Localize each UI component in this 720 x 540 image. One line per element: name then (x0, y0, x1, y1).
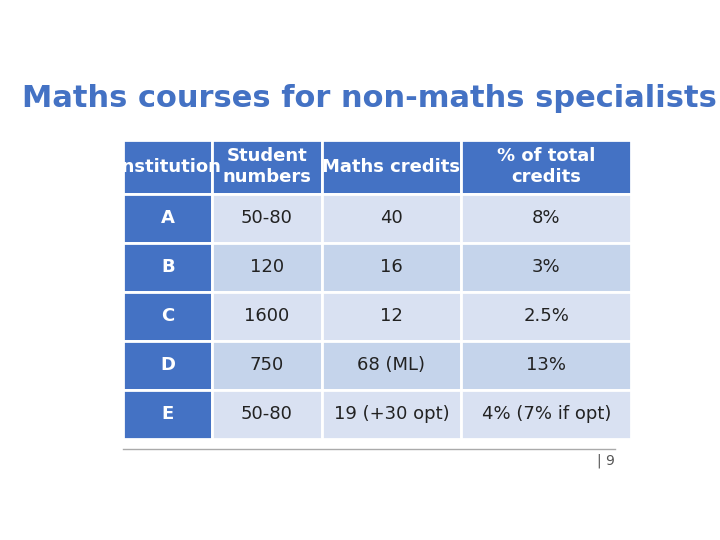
Text: 40: 40 (380, 209, 402, 227)
Text: 12: 12 (380, 307, 402, 326)
FancyBboxPatch shape (461, 140, 631, 194)
Text: 4% (7% if opt): 4% (7% if opt) (482, 406, 611, 423)
Text: | 9: | 9 (597, 454, 615, 468)
FancyBboxPatch shape (461, 243, 631, 292)
FancyBboxPatch shape (124, 194, 212, 243)
FancyBboxPatch shape (212, 292, 322, 341)
FancyBboxPatch shape (212, 194, 322, 243)
Text: 3%: 3% (532, 258, 560, 276)
Text: 13%: 13% (526, 356, 566, 374)
Text: Maths credits: Maths credits (323, 158, 460, 176)
Text: Maths courses for non-maths specialists: Maths courses for non-maths specialists (22, 84, 716, 112)
FancyBboxPatch shape (124, 140, 212, 194)
Text: 1600: 1600 (244, 307, 289, 326)
FancyBboxPatch shape (322, 194, 461, 243)
FancyBboxPatch shape (322, 341, 461, 390)
Text: 68 (ML): 68 (ML) (357, 356, 426, 374)
Text: E: E (162, 406, 174, 423)
Text: 50-80: 50-80 (241, 209, 293, 227)
Text: 19 (+30 opt): 19 (+30 opt) (333, 406, 449, 423)
FancyBboxPatch shape (212, 341, 322, 390)
FancyBboxPatch shape (322, 390, 461, 439)
FancyBboxPatch shape (461, 341, 631, 390)
FancyBboxPatch shape (461, 390, 631, 439)
Text: A: A (161, 209, 175, 227)
Text: D: D (161, 356, 176, 374)
Text: 2.5%: 2.5% (523, 307, 569, 326)
FancyBboxPatch shape (124, 292, 212, 341)
FancyBboxPatch shape (461, 194, 631, 243)
Text: Student
numbers: Student numbers (222, 147, 311, 186)
Text: 120: 120 (250, 258, 284, 276)
Text: B: B (161, 258, 175, 276)
FancyBboxPatch shape (212, 390, 322, 439)
FancyBboxPatch shape (212, 243, 322, 292)
Text: 8%: 8% (532, 209, 560, 227)
FancyBboxPatch shape (461, 292, 631, 341)
FancyBboxPatch shape (124, 243, 212, 292)
Text: Institution: Institution (115, 158, 221, 176)
Text: % of total
credits: % of total credits (497, 147, 595, 186)
FancyBboxPatch shape (124, 390, 212, 439)
Text: 16: 16 (380, 258, 402, 276)
Text: 750: 750 (250, 356, 284, 374)
FancyBboxPatch shape (322, 292, 461, 341)
FancyBboxPatch shape (124, 341, 212, 390)
Text: C: C (161, 307, 174, 326)
FancyBboxPatch shape (212, 140, 322, 194)
Text: 50-80: 50-80 (241, 406, 293, 423)
FancyBboxPatch shape (322, 243, 461, 292)
FancyBboxPatch shape (322, 140, 461, 194)
